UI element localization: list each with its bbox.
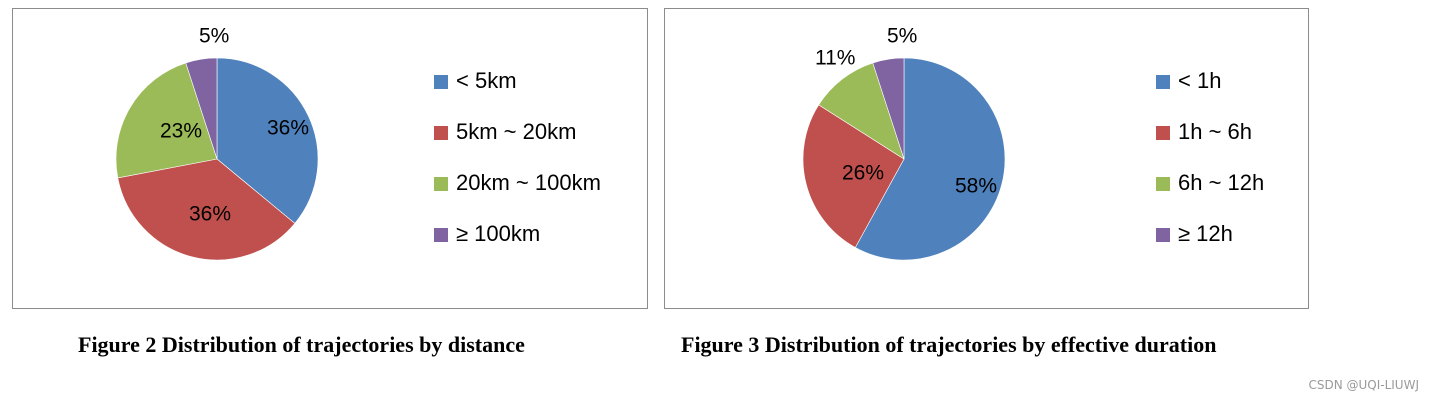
- data-label-duration-0: 58%: [955, 175, 997, 198]
- pie-slice-distance-0: [216, 57, 319, 224]
- legend-swatch-duration-2: [1156, 177, 1170, 191]
- pie-slice-distance-2: [115, 62, 218, 179]
- pie-chart-distance: 36% 36% 23% 5% < 5km 5km ~ 20km 20km ~ 100km ≥ …: [115, 25, 601, 261]
- legend-label-distance-3: ≥ 100km: [456, 221, 540, 246]
- legend-swatch-duration-3: [1156, 228, 1170, 242]
- watermark: CSDN @UQI-LIUWJ: [1308, 378, 1419, 392]
- chart-panel-distance: 36% 36% 23% 5% < 5km 5km ~ 20km 20km ~ 100km ≥ …: [12, 8, 648, 309]
- pie-slice-duration-0: [854, 57, 1006, 261]
- pie-slice-distance-3: [185, 57, 218, 160]
- legend-label-distance-2: 20km ~ 100km: [456, 170, 601, 195]
- legend-label-duration-1: 1h ~ 6h: [1178, 119, 1252, 144]
- figure-caption-duration: Figure 3 Distribution of trajectories by…: [681, 332, 1217, 357]
- data-label-distance-3: 5%: [199, 25, 229, 48]
- data-label-distance-1: 36%: [189, 203, 231, 226]
- legend-swatch-duration-0: [1156, 75, 1170, 89]
- pie-slice-duration-3: [872, 57, 905, 160]
- data-label-distance-2: 23%: [160, 120, 202, 143]
- chart-panel-duration: 58% 26% 11% 5% < 1h 1h ~ 6h 6h ~ 12h ≥ 12h: [664, 8, 1309, 309]
- legend-swatch-distance-2: [434, 177, 448, 191]
- legend-label-duration-0: < 1h: [1178, 68, 1221, 93]
- pie-chart-duration: 58% 26% 11% 5% < 1h 1h ~ 6h 6h ~ 12h ≥ 12h: [802, 25, 1264, 261]
- data-label-duration-1: 26%: [842, 162, 884, 185]
- data-label-distance-0: 36%: [267, 117, 309, 140]
- legend-label-duration-2: 6h ~ 12h: [1178, 170, 1264, 195]
- legend-swatch-distance-0: [434, 75, 448, 89]
- pie-slice-duration-2: [818, 62, 905, 160]
- pie-slice-duration-1: [802, 104, 905, 248]
- figure-caption-distance: Figure 2 Distribution of trajectories by…: [78, 332, 525, 357]
- legend-label-distance-0: < 5km: [456, 68, 517, 93]
- pie-slice-distance-1: [117, 158, 296, 261]
- legend-swatch-distance-1: [434, 126, 448, 140]
- legend-label-distance-1: 5km ~ 20km: [456, 119, 576, 144]
- legend-swatch-duration-1: [1156, 126, 1170, 140]
- data-label-duration-3: 5%: [887, 25, 917, 48]
- data-label-duration-2: 11%: [815, 47, 855, 70]
- legend-label-duration-3: ≥ 12h: [1178, 221, 1233, 246]
- legend-swatch-distance-3: [434, 228, 448, 242]
